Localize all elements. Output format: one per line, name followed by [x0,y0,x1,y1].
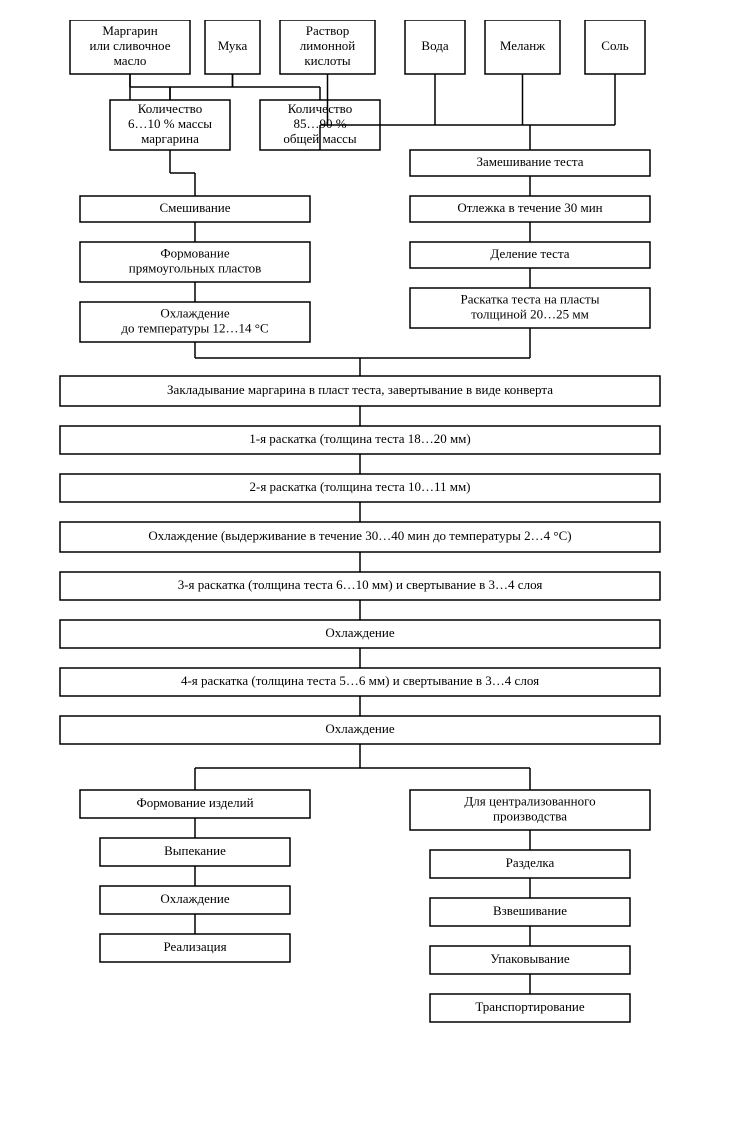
node-m_r3-label: 3-я раскатка (толщина теста 6…10 мм) и с… [178,577,543,592]
node-m_r1-label: 1-я раскатка (толщина теста 18…20 мм) [249,431,471,446]
node-br_weigh-label: Взвешивание [493,903,567,918]
node-qty_flour-label: Количество [288,101,352,116]
node-in_marg-label: масло [114,53,147,68]
node-in_acid-label: лимонной [300,38,356,53]
node-bl_bake-label: Выпекание [164,843,226,858]
node-in_marg-label: или сливочное [89,38,170,53]
node-qty_marg-label: 6…10 % массы [128,116,212,131]
node-bl_form-label: Формование изделий [136,795,253,810]
node-in_acid-label: кислоты [304,53,351,68]
node-r_mix-label: Замешивание теста [476,154,583,169]
node-in_salt-label: Соль [601,38,628,53]
node-m_c2-label: Охлаждение [325,625,394,640]
node-m_c3-label: Охлаждение [325,721,394,736]
node-br_cut-label: Разделка [506,855,555,870]
node-m_r4-label: 4-я раскатка (толщина теста 5…6 мм) и св… [181,673,539,688]
flowchart: Маргаринили сливочноемасло Мука Растворлим… [10,20,710,1110]
node-qty_marg-label: маргарина [141,131,199,146]
node-l_mix-label: Смешивание [159,200,230,215]
node-r_div-label: Деление теста [490,246,569,261]
node-br_pack-label: Упаковывание [490,951,569,966]
node-bl_cool-label: Охлаждение [160,891,229,906]
node-m_c1-label: Охлаждение (выдерживание в течение 30…40… [148,528,571,543]
node-m_wrap-label: Закладывание маргарина в пласт теста, за… [167,382,553,397]
node-r_roll-label: толщиной 20…25 мм [471,306,589,321]
node-in_water-label: Вода [421,38,448,53]
node-l_form-label: Формование [160,245,229,260]
node-m_r2-label: 2-я раскатка (толщина теста 10…11 мм) [249,479,470,494]
node-r_rest-label: Отлежка в течение 30 мин [457,200,602,215]
node-l_form-label: прямоугольных пластов [129,260,262,275]
node-br_cent-label: Для централизованного [464,793,595,808]
node-bl_real-label: Реализация [163,939,226,954]
node-l_cool-label: до температуры 12…14 °С [121,320,268,335]
node-br_cent-label: производства [493,808,567,823]
node-l_cool-label: Охлаждение [160,305,229,320]
node-in_flour-label: Мука [218,38,248,53]
node-br_trans-label: Транспортирование [475,999,585,1014]
node-qty_marg-label: Количество [138,101,202,116]
node-in_marg-label: Маргарин [102,23,157,38]
node-in_acid-label: Раствор [306,23,350,38]
node-in_mel-label: Меланж [500,38,546,53]
node-r_roll-label: Раскатка теста на пласты [461,291,600,306]
